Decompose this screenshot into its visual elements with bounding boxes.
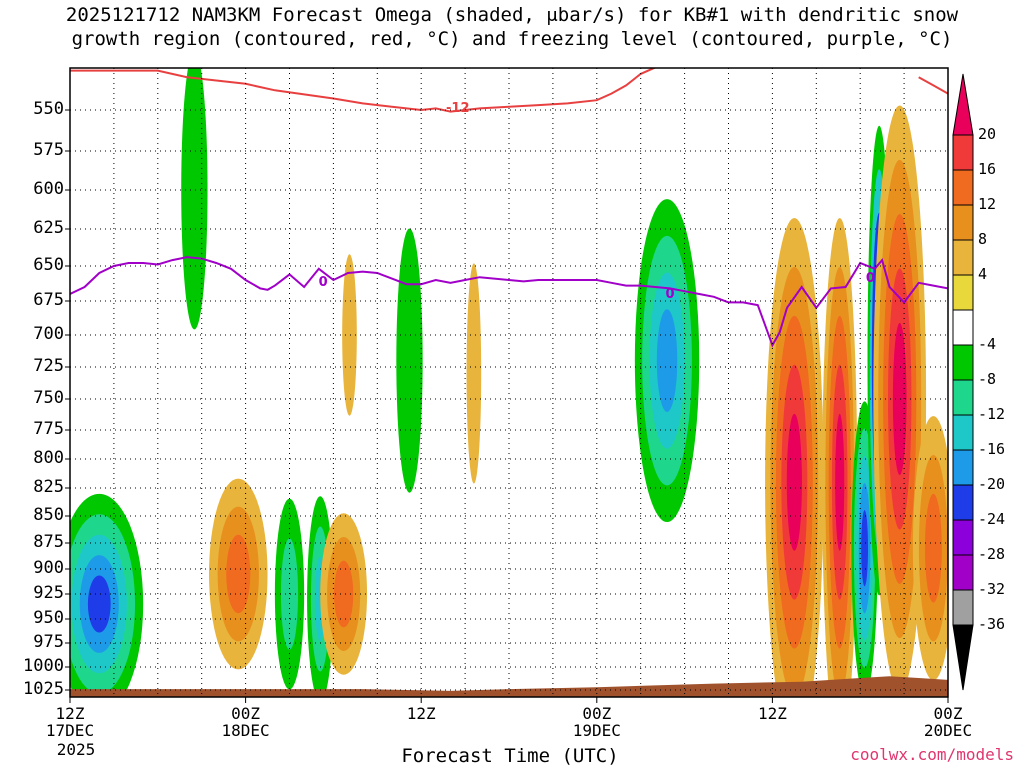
colorbar-label-8: 8 <box>978 230 988 248</box>
y-tick-label-775: 775 <box>33 419 64 439</box>
colorbar-segment-2 <box>952 169 974 206</box>
y-tick-label-875: 875 <box>33 532 64 552</box>
omega-region-5-level-2 <box>334 560 354 628</box>
colorbar-segment-1 <box>952 134 974 171</box>
colorbar-label-20: 20 <box>978 125 997 143</box>
x-tick-label-3: 00Z 19DEC <box>572 704 621 740</box>
colorbar-segment-8 <box>952 379 974 416</box>
y-tick-label-650: 650 <box>33 255 64 275</box>
y-tick-label-750: 750 <box>33 388 64 408</box>
omega-region-10-level-4 <box>786 413 802 551</box>
colorbar-segment-9 <box>952 414 974 451</box>
freezing-label-3: 0 <box>866 271 875 286</box>
omega-region-6-level-0 <box>342 254 357 416</box>
x-tick-label-1: 00Z 18DEC <box>221 704 270 740</box>
colorbar-label--28: -28 <box>978 545 1006 563</box>
y-tick-label-950: 950 <box>33 608 64 628</box>
y-tick-label-675: 675 <box>33 290 64 310</box>
y-tick-label-575: 575 <box>33 140 64 160</box>
colorbar-label--4: -4 <box>978 335 997 353</box>
freezing-label-2: 0 <box>665 287 674 302</box>
omega-region-8-level-0 <box>466 263 482 484</box>
plot-area <box>70 68 948 697</box>
colorbar-segment-4 <box>952 239 974 276</box>
omega-region-9-level-3 <box>656 309 678 412</box>
colorbar-segment-14 <box>952 589 974 626</box>
colorbar-segment-3 <box>952 204 974 241</box>
colorbar-label--36: -36 <box>978 615 1006 633</box>
y-tick-label-625: 625 <box>33 218 64 238</box>
credit-link[interactable]: coolwx.com/models <box>850 745 1014 764</box>
colorbar-segment-10 <box>952 449 974 486</box>
y-tick-label-1000: 1000 <box>23 656 64 676</box>
colorbar-top-arrow <box>952 73 974 136</box>
omega-region-7-level-0 <box>396 228 423 493</box>
chart-title-line-1: 2025121712 NAM3KM Forecast Omega (shaded… <box>65 4 959 26</box>
colorbar-segment-6 <box>952 309 974 346</box>
colorbar-label-16: 16 <box>978 160 997 178</box>
dgz-contour-line <box>70 68 656 113</box>
omega-region-12-level-4 <box>861 510 869 587</box>
y-tick-label-1025: 1025 <box>23 679 64 699</box>
colorbar-label--16: -16 <box>978 440 1006 458</box>
y-tick-label-850: 850 <box>33 505 64 525</box>
omega-region-11-level-4 <box>835 413 845 551</box>
colorbar-label--24: -24 <box>978 510 1006 528</box>
colorbar-label--32: -32 <box>978 580 1006 598</box>
y-tick-label-900: 900 <box>33 558 64 578</box>
omega-region-15-level-2 <box>924 493 942 603</box>
y-tick-label-825: 825 <box>33 477 64 497</box>
dgz-contour-line-2 <box>918 76 948 95</box>
colorbar-segment-5 <box>952 274 974 311</box>
y-tick-label-700: 700 <box>33 324 64 344</box>
x-tick-label-0: 12Z 17DEC <box>45 704 95 740</box>
y-tick-label-975: 975 <box>33 632 64 652</box>
colorbar-segment-11 <box>952 484 974 521</box>
omega-region-14-level-4 <box>892 322 907 476</box>
x-tick-label-5: 00Z 20DEC <box>923 704 973 740</box>
chart-title-line-2: growth region (contoured, red, °C) and f… <box>71 28 953 50</box>
x-axis-title: Forecast Time (UTC) <box>401 745 619 767</box>
freezing-level-line <box>70 256 948 348</box>
omega-region-1-level-0 <box>181 68 208 330</box>
omega-region-2-level-2 <box>226 534 251 614</box>
y-tick-label-925: 925 <box>33 583 64 603</box>
colorbar-segment-12 <box>952 519 974 556</box>
y-tick-label-725: 725 <box>33 356 64 376</box>
y-tick-label-600: 600 <box>33 179 64 199</box>
dgz-contour-label: -12 <box>446 101 470 116</box>
terrain <box>70 676 948 697</box>
colorbar-label-4: 4 <box>978 265 988 283</box>
x-tick-label-4: 12Z <box>757 704 787 723</box>
colorbar-segment-7 <box>952 344 974 381</box>
omega-region-0-level-4 <box>87 575 111 633</box>
colorbar-label-12: 12 <box>978 195 997 213</box>
colorbar-label--8: -8 <box>978 370 997 388</box>
colorbar-label--12: -12 <box>978 405 1006 423</box>
colorbar-label--20: -20 <box>978 475 1006 493</box>
plot-frame <box>69 67 949 698</box>
colorbar-bottom-arrow <box>952 624 974 691</box>
freezing-label-1: 0 <box>319 275 328 290</box>
y-tick-label-550: 550 <box>33 99 64 119</box>
year-label: 2025 <box>56 740 96 759</box>
x-tick-label-2: 12Z <box>406 704 436 723</box>
y-tick-label-800: 800 <box>33 448 64 468</box>
colorbar-segment-13 <box>952 554 974 591</box>
